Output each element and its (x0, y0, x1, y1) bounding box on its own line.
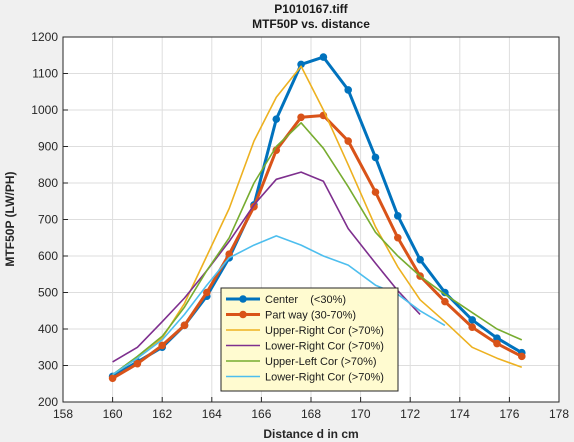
series-line-4 (112, 171, 421, 363)
series-2-point (468, 323, 477, 331)
series-2-point (394, 233, 402, 242)
series-1-point (394, 212, 402, 220)
axis-ticks: 158 160 162 164 166 168 170 172 174 176 178 200 300 4… (31, 30, 569, 421)
y-tick-label: 300 (38, 359, 58, 373)
series-2-point (518, 352, 526, 361)
legend-marker-2 (239, 310, 247, 319)
series-2-point (493, 339, 501, 348)
legend: Center (<30%) Part way (30-70%) Upper-Righ… (220, 287, 399, 392)
series-2-point (344, 137, 353, 145)
x-tick-label: 164 (202, 407, 222, 421)
series-2-point (158, 341, 166, 350)
y-tick-label: 600 (38, 249, 58, 263)
legend-entry-6: Lower-Right Cor (>70%) (265, 372, 384, 384)
y-tick-label: 900 (38, 140, 58, 154)
series-2-point (180, 321, 189, 330)
legend-entry-2: Part way (30-70%) (265, 310, 356, 322)
legend-box (220, 287, 399, 392)
x-tick-label: 158 (53, 407, 73, 421)
series-1-point (468, 316, 477, 324)
y-axis-label: MTF50P (LW/PH) (3, 171, 17, 266)
y-tick-label: 200 (38, 395, 58, 409)
x-tick-label: 172 (400, 407, 420, 421)
series-1-point (493, 334, 501, 342)
legend-marker-1 (239, 295, 247, 303)
x-tick-label: 170 (351, 407, 371, 421)
y-tick-label: 1000 (31, 103, 58, 117)
series-line-3 (112, 65, 523, 376)
series-2-point (203, 288, 211, 297)
x-tick-label: 178 (549, 407, 569, 421)
chart-title: P1010167.tiff (274, 2, 348, 16)
series-1-point (297, 60, 305, 69)
series-1-point (319, 53, 328, 61)
x-tick-label: 176 (499, 407, 519, 421)
series-1-point (416, 255, 424, 264)
legend-entry-5: Upper-Left Cor (>70%) (265, 356, 377, 368)
series-line-5 (112, 122, 523, 376)
series-2-point (441, 297, 449, 306)
x-tick-label: 166 (251, 407, 271, 421)
x-tick-label: 162 (152, 407, 172, 421)
y-tick-label: 400 (38, 322, 58, 336)
x-tick-label: 160 (103, 407, 123, 421)
series-1-point (371, 153, 380, 162)
series-2-point (371, 188, 380, 196)
x-tick-label: 168 (301, 407, 321, 421)
series-1-point (344, 86, 353, 94)
series-1-point (441, 288, 449, 297)
y-tick-label: 500 (38, 286, 58, 300)
series-1-point (272, 115, 281, 123)
y-tick-label: 1200 (31, 30, 58, 44)
y-tick-label: 700 (38, 213, 58, 227)
legend-entry-4: Lower-Right Cor (>70%) (265, 341, 384, 353)
series-2-point (133, 359, 142, 368)
series-layer (108, 53, 526, 383)
series-2-point (108, 374, 117, 383)
y-tick-label: 800 (38, 176, 58, 190)
legend-entry-3: Upper-Right Cor (>70%) (265, 325, 384, 337)
y-tick-label: 1100 (32, 67, 58, 81)
series-2-point (297, 113, 305, 122)
legend-entry-1: Center (<30%) (265, 294, 346, 306)
series-line-2 (111, 114, 523, 380)
x-axis-label: Distance d in cm (263, 427, 358, 441)
chart-subtitle: MTF50P vs. distance (252, 17, 370, 31)
x-tick-label: 174 (450, 407, 470, 421)
